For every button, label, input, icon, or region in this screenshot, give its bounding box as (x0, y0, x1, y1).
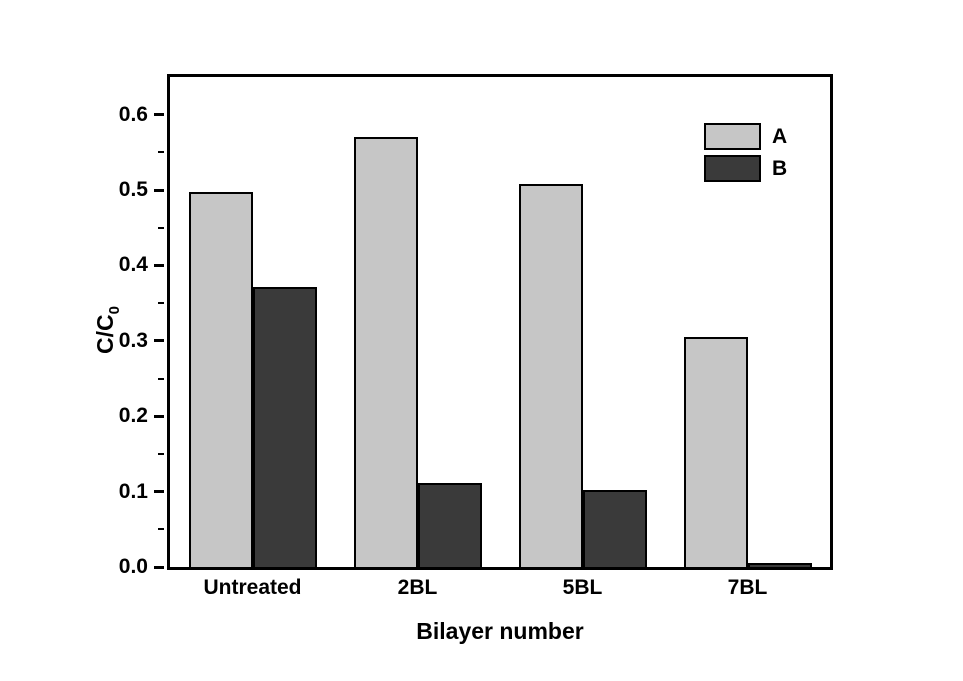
legend-swatch-B (704, 155, 761, 182)
y-axis-title: C/C0 (83, 230, 127, 430)
y-major-tick-0.1 (154, 490, 164, 494)
bar-A-7BL (683, 337, 748, 567)
x-axis-title: Bilayer number (416, 618, 584, 644)
legend-item-A: A (704, 123, 787, 150)
y-major-tick-0.2 (154, 414, 164, 418)
y-minor-tick (158, 302, 164, 305)
bar-B-7BL (747, 563, 812, 567)
legend-label-A: A (772, 125, 788, 148)
bar-B-5BL (582, 490, 647, 567)
bar-A-5BL (518, 184, 583, 567)
y-minor-tick (158, 528, 164, 531)
y-axis-title-subscript: 0 (106, 306, 123, 315)
y-minor-tick (158, 452, 164, 455)
y-tick-label-0.2: 0.2 (118, 404, 148, 428)
y-tick-label-0.3: 0.3 (118, 328, 148, 352)
y-minor-tick (158, 377, 164, 380)
y-major-tick-0.0 (154, 565, 164, 569)
y-major-tick-0.5 (154, 188, 164, 192)
bar-A-Untreated (188, 192, 253, 567)
bar-B-Untreated (252, 286, 317, 567)
y-tick-label-0.5: 0.5 (118, 178, 148, 202)
y-minor-tick (158, 226, 164, 229)
plot-area: 0.0 0.1 0.2 0.3 0.4 0.5 0.6 Untreated 2BL 5BL 7BL… (119, 77, 830, 644)
y-major-tick-0.3 (154, 339, 164, 343)
y-major-tick-0.4 (154, 263, 164, 267)
y-tick-label-0.6: 0.6 (118, 102, 148, 126)
y-tick-label-0.1: 0.1 (118, 479, 148, 503)
x-tick-label-Untreated: Untreated (203, 576, 302, 599)
x-tick-label-5BL: 5BL (562, 576, 603, 599)
x-tick-label-2BL: 2BL (397, 576, 438, 599)
y-tick-label-0.4: 0.4 (118, 253, 148, 277)
bar-B-2BL (417, 483, 482, 567)
y-minor-tick (158, 151, 164, 154)
legend-label-B: B (772, 157, 788, 180)
x-tick-label-7BL: 7BL (727, 576, 768, 599)
legend-item-B: B (704, 155, 787, 182)
y-axis-title-text: C/C (92, 314, 118, 354)
bar-A-2BL (353, 136, 418, 567)
y-major-tick-0.6 (154, 113, 164, 117)
y-tick-label-0.0: 0.0 (118, 555, 148, 578)
legend-swatch-A (704, 123, 761, 150)
